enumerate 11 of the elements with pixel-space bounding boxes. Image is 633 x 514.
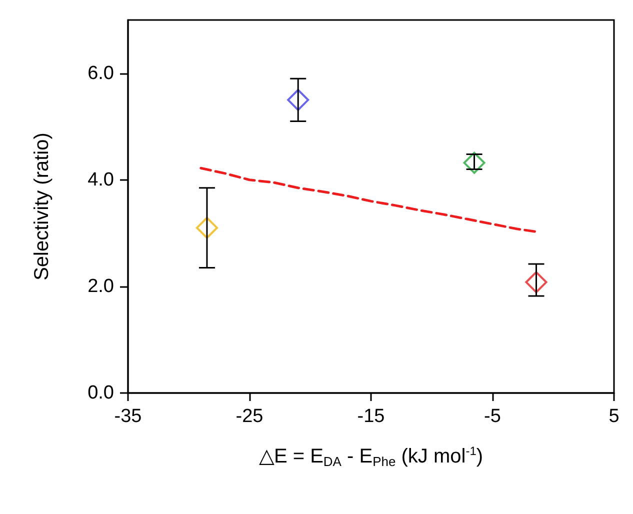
x-tick-label: -15 <box>357 406 385 427</box>
x-tick-label: -25 <box>236 406 264 427</box>
x-tick-label: -35 <box>114 406 142 427</box>
y-tick-label: 0.0 <box>88 382 114 404</box>
x-tick-label: -5 <box>484 406 501 427</box>
line-series <box>200 166 536 233</box>
x-tick-label: 5 <box>608 406 620 427</box>
y-tick-label: 6.0 <box>88 62 114 84</box>
y-axis-title: Selectivity (ratio) <box>31 132 53 280</box>
y-tick-label: 4.0 <box>88 169 114 190</box>
y-tick-label: 2.0 <box>88 276 114 297</box>
